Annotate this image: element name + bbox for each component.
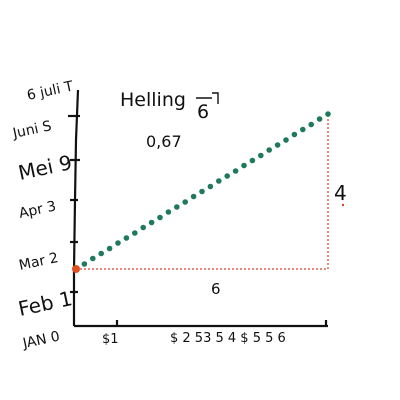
data-point (325, 111, 331, 117)
data-point (174, 204, 180, 210)
y-tick-labels: JAN 0 Feb 1 Mar 2 Apr 3 Mei 9 Juni S 6 j… (11, 78, 76, 352)
data-point (249, 157, 256, 164)
data-point (182, 199, 188, 205)
axes (68, 89, 328, 328)
y-tick-label-0: JAN 0 (21, 329, 62, 353)
x-tick-label-1: $ 2 53 5 4 $ 5 5 6 (170, 331, 286, 346)
rise-label: 4 (334, 181, 347, 205)
data-point (316, 116, 323, 122)
x-tick-labels: $1 $ 2 53 5 4 $ 5 5 6 (102, 331, 286, 347)
y-tick-label-5: Juni S (11, 118, 54, 142)
data-point (90, 255, 96, 262)
data-point (266, 147, 273, 153)
slope-value: 0,67 (146, 132, 182, 151)
data-point (190, 193, 197, 200)
data-point (165, 209, 172, 215)
y-tick-label-6: 6 juli T (26, 78, 76, 103)
data-point (148, 219, 155, 226)
y-tick-label-3: Apr 3 (18, 198, 58, 221)
data-point (157, 214, 163, 221)
data-point (98, 250, 104, 257)
data-point (291, 131, 298, 138)
data-point (207, 183, 214, 190)
start-point (72, 265, 80, 273)
data-point (140, 224, 146, 231)
data-point (232, 168, 239, 174)
data-point (81, 261, 88, 267)
y-axis-line (72, 89, 80, 326)
data-point (115, 240, 121, 246)
data-point (123, 235, 130, 241)
data-points (73, 111, 331, 272)
data-point (216, 178, 222, 184)
data-point (132, 230, 138, 236)
slope-guides (76, 114, 329, 270)
chart-title: Helling (120, 89, 186, 111)
y-tick-label-2: Mar 2 (18, 250, 60, 274)
x-tick-label-0: $1 (102, 332, 119, 347)
data-point (300, 126, 306, 133)
chart-title-fraction: 6 (197, 101, 209, 123)
data-point (308, 121, 315, 128)
data-point (224, 173, 230, 179)
data-point (199, 188, 205, 195)
run-label: 6 (211, 280, 221, 298)
fraction-bar (196, 92, 219, 104)
y-tick-label-4: Mei 9 (16, 150, 74, 185)
data-point (274, 142, 281, 148)
data-point (258, 152, 264, 159)
data-point (106, 245, 113, 252)
rise-label-dot (341, 203, 345, 207)
data-point (283, 137, 289, 143)
y-tick-label-1: Feb 1 (16, 286, 74, 321)
data-point (241, 162, 247, 169)
